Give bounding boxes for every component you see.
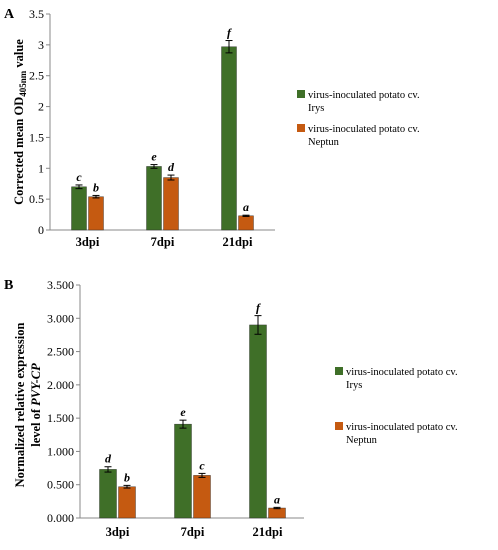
panel-a-significance-letter: f bbox=[227, 26, 232, 40]
panel-b: B Normalized relative expression level o… bbox=[4, 278, 458, 539]
panel-b-ytick-label: 3.500 bbox=[47, 278, 74, 292]
panel-a-letter: A bbox=[4, 7, 15, 22]
panel-a-category-label: 21dpi bbox=[223, 235, 253, 249]
panel-a-significance-letter: d bbox=[168, 160, 175, 174]
panel-b-bar bbox=[118, 486, 136, 519]
panel-b-ytick-label: 1.500 bbox=[47, 411, 74, 425]
panel-b-significance-letter: f bbox=[256, 301, 261, 315]
panel-a-legend-label: virus-inoculated potato cv. Neptun bbox=[308, 124, 420, 148]
panel-a-legend-swatch bbox=[297, 124, 305, 132]
panel-a-ytick-label: 3.5 bbox=[29, 7, 44, 21]
panel-b-bar bbox=[174, 423, 192, 519]
panel-a-bar bbox=[163, 177, 179, 231]
panel-b-bar bbox=[268, 507, 286, 519]
panel-a-bar bbox=[238, 215, 254, 231]
panel-a-significance-letter: b bbox=[93, 180, 99, 194]
panel-a-ytick-label: 3 bbox=[38, 38, 44, 52]
panel-b-ytick-label: 1.000 bbox=[47, 444, 74, 458]
panel-b-category-label: 21dpi bbox=[253, 525, 283, 539]
panel-b-category-label: 7dpi bbox=[181, 525, 205, 539]
panel-b-significance-letter: a bbox=[274, 492, 280, 506]
panel-a-plot: 0 0.5 1 1.5 2 2.5 3 3.5 cb 3dpi ed 7dpi f a 21dpi bbox=[29, 7, 275, 249]
panel-b-legend: virus-inoculated potato cv. Irys virus-ino… bbox=[335, 367, 458, 446]
panel-a-bar bbox=[88, 196, 104, 231]
panel-b-legend-label: virus-inoculated potato cv. Neptun bbox=[346, 422, 458, 446]
panel-a-legend-label: virus-inoculated potato cv. Irys bbox=[308, 90, 420, 114]
panel-b-bar bbox=[193, 475, 211, 519]
panel-b-letter: B bbox=[4, 278, 13, 293]
panel-b-significance-letter: e bbox=[180, 405, 186, 419]
panel-a: A Corrected mean OD405nm value 0 0.5 1 1.5 2… bbox=[4, 7, 420, 249]
panel-a-ytick-label: 2.5 bbox=[29, 69, 44, 83]
panel-b-ytick-label: 0.000 bbox=[47, 511, 74, 525]
panel-b-ylabel-line1: Normalized relative expression bbox=[13, 323, 27, 488]
panel-a-ytick-label: 0 bbox=[38, 223, 44, 237]
panel-b-significance-letter: b bbox=[124, 470, 130, 484]
panel-a-legend: virus-inoculated potato cv. Irys virus-ino… bbox=[297, 90, 420, 148]
panel-a-ytick-label: 1.5 bbox=[29, 130, 44, 144]
panel-b-plot: 0.000 0.500 1.000 1.500 2.000 2.500 3.000 3.500… bbox=[47, 278, 304, 539]
panel-b-legend-swatch bbox=[335, 422, 343, 430]
panel-b-bar bbox=[99, 469, 117, 519]
panel-a-bar bbox=[71, 186, 87, 231]
panel-a-bar bbox=[221, 46, 237, 231]
panel-b-bar bbox=[249, 324, 267, 519]
panel-a-significance-letter: a bbox=[243, 200, 249, 214]
panel-a-ylabel: Corrected mean OD405nm value bbox=[12, 39, 28, 205]
panel-b-category-label: 3dpi bbox=[106, 525, 130, 539]
panel-b-ytick-label: 0.500 bbox=[47, 478, 74, 492]
panel-a-significance-letter: e bbox=[151, 150, 157, 164]
panel-b-ytick-label: 2.000 bbox=[47, 378, 74, 392]
panel-b-legend-swatch bbox=[335, 367, 343, 375]
panel-b-ytick-label: 2.500 bbox=[47, 345, 74, 359]
panel-b-significance-letter: d bbox=[105, 452, 112, 466]
panel-a-legend-swatch bbox=[297, 90, 305, 98]
panel-a-ytick-label: 1 bbox=[38, 161, 44, 175]
panel-b-ylabel-line2: level of PVY-CP bbox=[29, 363, 43, 447]
panel-a-bar bbox=[146, 166, 162, 231]
panel-b-significance-letter: c bbox=[199, 458, 205, 472]
panel-a-significance-letter: c bbox=[76, 170, 82, 184]
panel-a-ytick-label: 0.5 bbox=[29, 192, 44, 206]
panel-a-ytick-label: 2 bbox=[38, 100, 44, 114]
panel-b-legend-label: virus-inoculated potato cv. Irys bbox=[346, 367, 458, 391]
panel-a-category-label: 3dpi bbox=[76, 235, 100, 249]
panel-b-ytick-label: 3.000 bbox=[47, 311, 74, 325]
panel-a-category-label: 7dpi bbox=[151, 235, 175, 249]
